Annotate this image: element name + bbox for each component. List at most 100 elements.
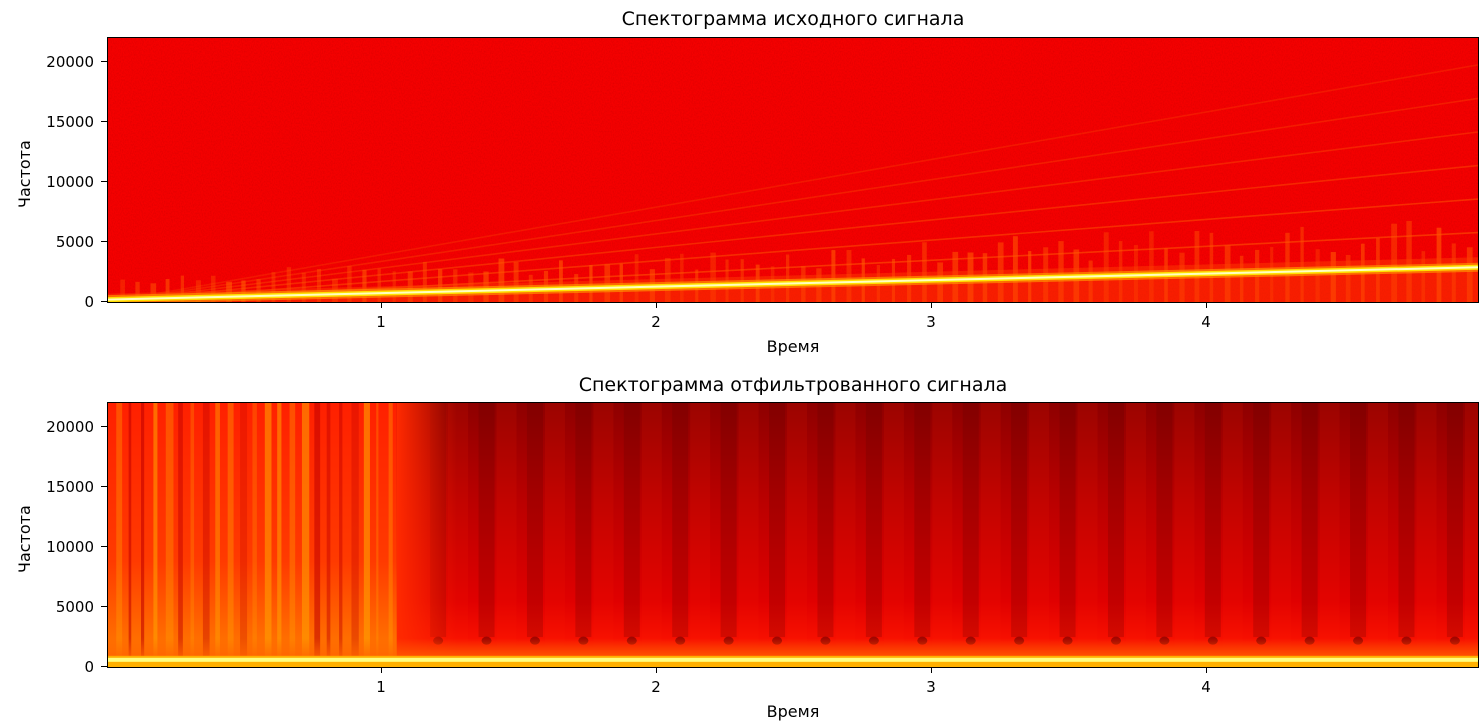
stripe-dark — [720, 403, 737, 638]
stripe-light — [1174, 403, 1195, 667]
burst — [589, 265, 593, 302]
burst — [165, 279, 170, 302]
stripe-light — [980, 403, 1001, 667]
burst — [422, 261, 427, 302]
burst — [211, 275, 216, 302]
pre-filter-streak — [227, 403, 234, 667]
harmonic-line — [108, 131, 1478, 302]
burst — [831, 250, 836, 302]
burst — [286, 267, 292, 302]
stripe-dark — [623, 403, 640, 638]
x-tick-label: 1 — [376, 313, 386, 331]
burst — [180, 275, 185, 302]
spectrogram-plot-filtered — [108, 403, 1478, 667]
burst — [604, 264, 611, 302]
stripe-light — [690, 403, 711, 667]
stripe-dark — [1301, 403, 1318, 638]
pre-filter-streak — [116, 403, 123, 667]
x-tick-label: 2 — [651, 678, 661, 696]
chart-title: Спектограмма исходного сигнала — [621, 8, 965, 30]
stripe-light — [1368, 403, 1389, 667]
burst — [1239, 255, 1244, 302]
burst — [1149, 231, 1154, 302]
x-axis-label: Время — [766, 702, 820, 721]
y-tick-label: 20000 — [46, 53, 94, 71]
y-tick-label: 0 — [84, 658, 94, 676]
stripe-dark — [1398, 403, 1415, 638]
pre-filter-streak — [178, 403, 183, 667]
stripe-dark — [1011, 403, 1028, 638]
stripe-light — [1271, 403, 1292, 667]
dominant-line-core — [108, 266, 1478, 301]
burst — [1391, 223, 1398, 302]
pre-filter-streak — [277, 403, 282, 667]
stripe-light — [1029, 403, 1050, 667]
pre-filter-streak — [202, 403, 210, 667]
stripe-light — [835, 403, 856, 667]
pre-filter-streak — [376, 403, 379, 667]
y-tick-label: 20000 — [46, 418, 94, 436]
pre-filter-streak — [301, 403, 310, 667]
burst — [271, 272, 276, 302]
burst — [634, 254, 639, 302]
burst — [1330, 252, 1336, 302]
stripe-dark — [962, 403, 979, 638]
pre-filter-streak — [128, 403, 132, 667]
burst — [256, 279, 261, 302]
stripe-light — [1464, 403, 1478, 667]
burst — [1209, 232, 1214, 302]
burst — [347, 266, 352, 302]
stripe-light — [1125, 403, 1146, 667]
burst — [710, 252, 716, 302]
burst — [1103, 232, 1109, 302]
burst — [846, 250, 852, 302]
stripe-light — [787, 403, 808, 667]
burst — [664, 258, 671, 302]
stripe-dark — [672, 403, 689, 638]
x-tick-label: 4 — [1201, 678, 1211, 696]
burst — [1088, 260, 1093, 302]
pre-filter-streak — [339, 403, 343, 667]
burst — [1300, 226, 1304, 302]
pre-filter-streak — [153, 403, 158, 667]
y-tick-label: 0 — [84, 293, 94, 311]
burst — [498, 258, 505, 302]
burst — [1058, 241, 1064, 302]
stripe-dark — [914, 403, 931, 638]
stripe-dark — [1107, 403, 1124, 638]
burst — [362, 269, 367, 302]
pre-filter-streak — [289, 403, 296, 667]
stripe-dark — [1059, 403, 1076, 638]
burst — [922, 242, 927, 302]
pre-filter-streak — [240, 403, 248, 667]
stripe-dark — [769, 403, 786, 638]
pre-filter-streak — [190, 403, 195, 667]
pre-filter-streak — [351, 403, 359, 667]
stripe-light — [544, 403, 565, 667]
burst — [195, 280, 201, 302]
burst — [392, 271, 396, 302]
burst — [453, 269, 458, 302]
burst — [377, 268, 381, 302]
stripe-dark — [817, 403, 834, 638]
x-tick-label: 3 — [926, 678, 936, 696]
chart-title: Спектограмма отфильтрованного сигнала — [578, 374, 1008, 396]
stripe-light — [932, 403, 953, 667]
spectrogram-plot-original — [108, 38, 1478, 302]
stripe-dark — [1350, 403, 1367, 638]
burst — [619, 263, 623, 302]
y-tick-label: 10000 — [46, 538, 94, 556]
band-glow — [108, 638, 1478, 660]
burst — [150, 283, 157, 302]
burst — [1451, 243, 1456, 302]
burst — [785, 254, 790, 302]
stripe-dark — [865, 403, 882, 638]
x-axis-label: Время — [766, 337, 820, 356]
stripe-dark — [526, 403, 543, 638]
spectrogram-filtered — [108, 403, 1478, 667]
stripe-dark — [1156, 403, 1173, 638]
x-tick-label: 4 — [1201, 313, 1211, 331]
low-band-core — [108, 657, 1478, 662]
y-axis-label: Частота — [15, 140, 34, 208]
stripe-light — [1077, 403, 1098, 667]
